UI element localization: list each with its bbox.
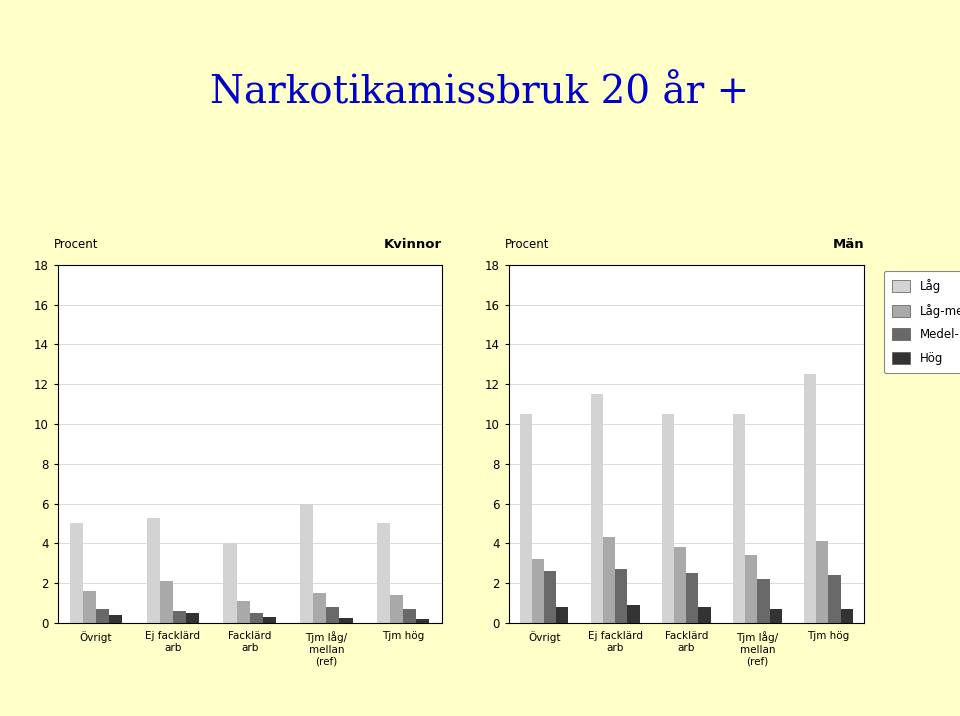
Legend: Låg, Låg-medel, Medel-hög, Hög: Låg, Låg-medel, Medel-hög, Hög (884, 271, 960, 373)
Bar (628, 605, 639, 623)
Bar (390, 595, 403, 623)
Bar (313, 593, 326, 623)
Bar (263, 617, 276, 623)
Bar (615, 569, 628, 623)
Bar (236, 601, 250, 623)
Bar (816, 541, 828, 623)
Bar (173, 611, 186, 623)
Bar (403, 609, 417, 623)
Bar (532, 559, 544, 623)
Bar (770, 609, 781, 623)
Bar (417, 619, 429, 623)
Bar (557, 607, 568, 623)
Bar (662, 414, 674, 623)
Text: Kvinnor: Kvinnor (383, 238, 442, 251)
Bar (186, 613, 199, 623)
Bar (300, 503, 313, 623)
Bar (83, 591, 96, 623)
Bar (147, 518, 159, 623)
Bar (828, 575, 841, 623)
Bar (250, 613, 263, 623)
Bar (96, 609, 109, 623)
Bar (699, 607, 710, 623)
Bar (733, 414, 745, 623)
Bar (686, 574, 699, 623)
Bar (326, 607, 340, 623)
Bar (841, 609, 852, 623)
Text: Procent: Procent (505, 238, 550, 251)
Bar (804, 374, 816, 623)
Bar (757, 579, 770, 623)
Text: Narkotikamissbruk 20 år +: Narkotikamissbruk 20 år + (210, 74, 750, 112)
Bar (159, 581, 173, 623)
Bar (603, 538, 615, 623)
Bar (70, 523, 83, 623)
Text: Män: Män (832, 238, 864, 251)
Bar (591, 395, 603, 623)
Bar (377, 523, 390, 623)
Bar (109, 615, 122, 623)
Bar (340, 618, 352, 623)
Bar (544, 571, 557, 623)
Bar (224, 543, 236, 623)
Bar (745, 556, 757, 623)
Text: Procent: Procent (54, 238, 98, 251)
Bar (520, 414, 532, 623)
Bar (674, 547, 686, 623)
